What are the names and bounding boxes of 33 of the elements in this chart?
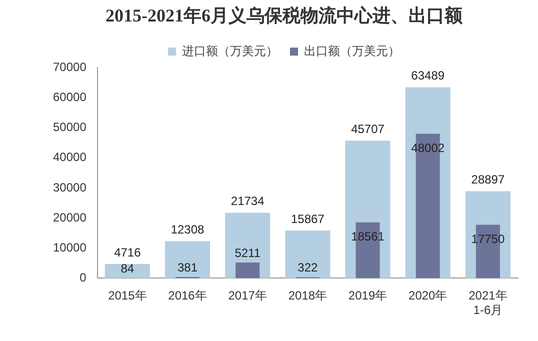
data-label: 63489 xyxy=(411,68,445,82)
chart-title: 2015-2021年6月义乌保税物流中心进、出口额 xyxy=(106,5,464,26)
y-tick-label: 40000 xyxy=(52,150,87,164)
legend-label: 进口额（万美元） xyxy=(182,44,278,58)
y-tick-label: 30000 xyxy=(52,180,87,194)
y-tick-label: 10000 xyxy=(52,240,87,254)
data-label: 45707 xyxy=(351,122,385,136)
y-tick-label: 20000 xyxy=(52,210,87,224)
x-tick-label: 2016年 xyxy=(168,288,207,303)
x-tick-label: 2020年 xyxy=(408,288,448,303)
data-label: 381 xyxy=(177,260,198,274)
bar xyxy=(104,264,150,278)
data-label: 15867 xyxy=(290,212,325,226)
bar xyxy=(164,241,210,278)
y-tick-label: 0 xyxy=(80,270,87,285)
bar xyxy=(236,262,260,278)
data-label: 322 xyxy=(298,260,318,275)
x-tick-label: 2015年 xyxy=(108,288,147,303)
legend-label: 出口额（万美元） xyxy=(304,44,400,58)
bar xyxy=(285,230,330,278)
y-tick-label: 50000 xyxy=(52,120,87,134)
data-label: 21734 xyxy=(230,194,265,208)
data-label: 12308 xyxy=(170,222,205,236)
x-tick-label: 2017年 xyxy=(228,288,267,303)
x-tick-label: 2019年 xyxy=(348,288,388,303)
x-tick-label: 2021年 1-6月 xyxy=(468,288,508,318)
data-label: 4716 xyxy=(114,245,142,260)
data-label: 28897 xyxy=(471,172,505,187)
y-tick-label: 70000 xyxy=(52,60,87,74)
x-tick-label: 2018年 xyxy=(288,288,328,303)
data-label: 84 xyxy=(120,261,134,276)
y-tick-label: 60000 xyxy=(52,90,87,104)
data-label: 5211 xyxy=(234,246,261,260)
